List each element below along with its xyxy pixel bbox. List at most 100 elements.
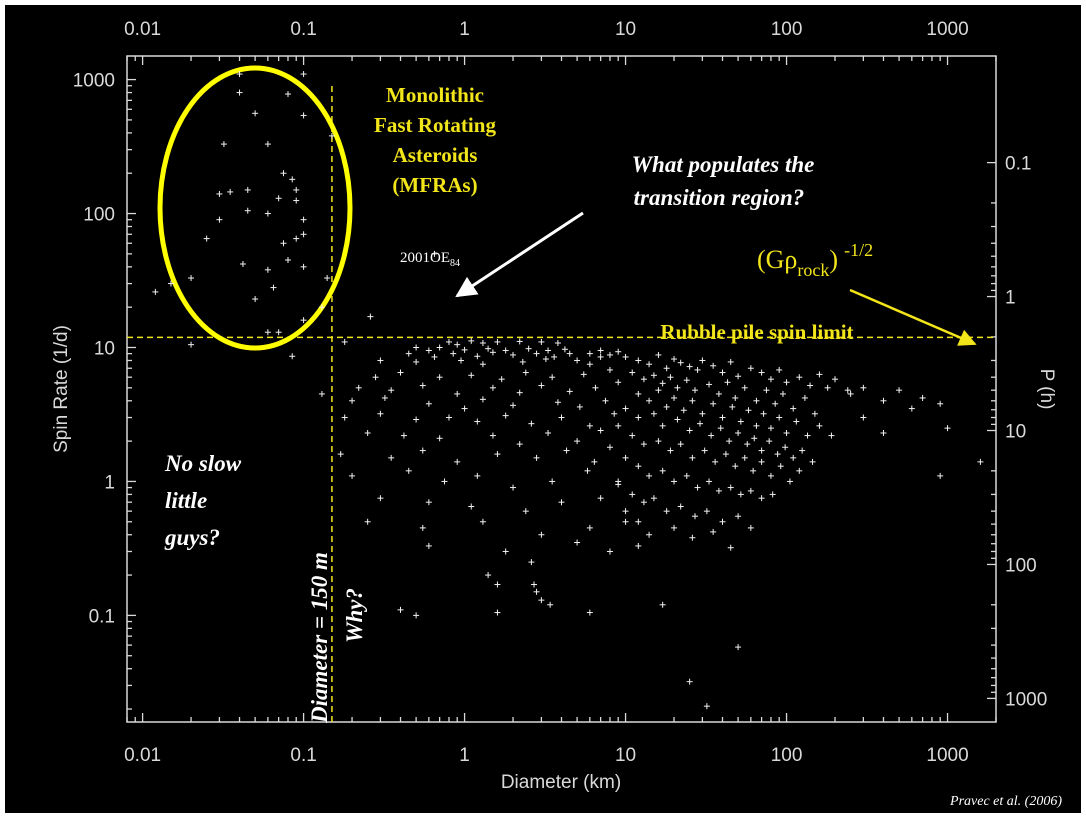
- data-point: [494, 581, 501, 588]
- data-point: [779, 390, 786, 397]
- data-point: [758, 369, 765, 376]
- data-point: [431, 353, 438, 360]
- data-point: [782, 444, 789, 451]
- data-point: [425, 347, 432, 354]
- plot-area-border: [126, 55, 997, 723]
- data-point: [622, 353, 629, 360]
- data-point: [622, 518, 629, 525]
- data-point: [355, 384, 362, 391]
- data-point: [680, 407, 687, 414]
- data-point: [640, 499, 647, 506]
- data-point: [388, 387, 395, 394]
- object-label: 2001OE84: [400, 250, 460, 269]
- data-point: [650, 495, 657, 502]
- y2-tick-label: 1: [1005, 288, 1016, 309]
- data-point: [558, 414, 565, 421]
- data-point: [828, 432, 835, 439]
- data-point: [510, 484, 517, 491]
- data-point: [692, 387, 699, 394]
- mfra-ellipse: [157, 65, 353, 351]
- data-point: [574, 438, 581, 445]
- data-point: [377, 357, 384, 364]
- data-point: [381, 394, 388, 401]
- data-point: [533, 454, 540, 461]
- data-point: [708, 432, 715, 439]
- data-point: [777, 463, 784, 470]
- data-point: [832, 376, 839, 383]
- data-point: [318, 304, 325, 311]
- data-point: [727, 358, 734, 365]
- data-point: [397, 606, 404, 613]
- data-point: [611, 410, 618, 417]
- data-point: [516, 338, 523, 345]
- data-point: [300, 112, 307, 119]
- data-point: [635, 414, 642, 421]
- data-point: [419, 382, 426, 389]
- data-point: [300, 317, 307, 324]
- data-point: [474, 353, 481, 360]
- data-point: [264, 266, 271, 273]
- data-point: [646, 361, 653, 368]
- data-point: [522, 369, 529, 376]
- data-point: [337, 451, 344, 458]
- slow-guys-line1: No slow: [164, 451, 242, 476]
- data-point: [706, 381, 713, 388]
- data-point: [239, 261, 246, 268]
- data-point: [744, 441, 751, 448]
- data-point: [801, 394, 808, 401]
- data-point: [741, 454, 748, 461]
- data-point: [686, 427, 693, 434]
- data-point: [804, 432, 811, 439]
- data-point: [549, 374, 556, 381]
- data-point: [264, 329, 271, 336]
- mfra-label-line2: Fast Rotating: [374, 113, 496, 137]
- data-point: [413, 358, 420, 365]
- data-point: [252, 296, 259, 303]
- density-formula: (Gρrock) -1/2: [757, 240, 873, 280]
- data-point: [547, 601, 554, 608]
- data-point: [809, 458, 816, 465]
- data-point: [341, 414, 348, 421]
- data-point: [549, 478, 556, 485]
- data-point: [436, 374, 443, 381]
- axis-ticks: [126, 56, 997, 722]
- data-point: [860, 384, 867, 391]
- data-point: [683, 377, 690, 384]
- data-point: [686, 363, 693, 370]
- data-point: [461, 405, 468, 412]
- scatter-points: [152, 71, 984, 710]
- data-point: [694, 484, 701, 491]
- data-point: [405, 350, 412, 357]
- data-point: [735, 373, 742, 380]
- data-point: [519, 358, 526, 365]
- data-point: [726, 438, 733, 445]
- data-point: [629, 491, 636, 498]
- data-point: [280, 240, 287, 247]
- data-point: [188, 275, 195, 282]
- data-point: [703, 508, 710, 515]
- data-point: [364, 518, 371, 525]
- slow-guys-line2: little: [165, 488, 207, 513]
- y-tick-label: 10: [94, 338, 115, 359]
- data-point: [454, 390, 461, 397]
- data-point: [516, 441, 523, 448]
- data-point: [767, 425, 774, 432]
- data-point: [300, 71, 307, 78]
- data-point: [635, 390, 642, 397]
- data-point: [494, 338, 501, 345]
- data-point: [489, 384, 496, 391]
- data-point: [937, 400, 944, 407]
- object-label-sub: 84: [450, 258, 460, 269]
- data-point: [635, 463, 642, 470]
- data-point: [646, 397, 653, 404]
- data-point: [615, 348, 622, 355]
- data-point: [629, 432, 636, 439]
- data-point: [474, 472, 481, 479]
- diameter-150m-label: Diameter = 150 m: [307, 552, 332, 724]
- data-point: [502, 412, 509, 419]
- data-point: [606, 351, 613, 358]
- rubble-limit-label: Rubble pile spin limit: [660, 320, 853, 344]
- data-point: [659, 601, 666, 608]
- data-point: [655, 387, 662, 394]
- mfra-label-line4: (MFRAs): [392, 173, 477, 197]
